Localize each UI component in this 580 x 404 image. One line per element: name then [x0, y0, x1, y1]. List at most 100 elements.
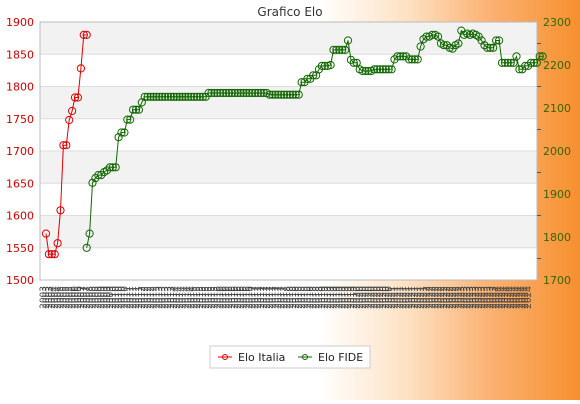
x-tick-label: 2015	[202, 286, 212, 309]
x-tick-label: 2022	[443, 286, 453, 309]
x-tick-label: 2022	[451, 286, 461, 309]
x-tick-label: 2007	[80, 286, 90, 309]
data-point	[105, 163, 115, 172]
data-point	[169, 92, 178, 101]
x-tick-label: 2011	[135, 286, 145, 309]
x-tick-label: 2022	[448, 286, 458, 309]
x-tick-label: 2023	[463, 286, 473, 309]
x-tick-label: 2015	[196, 286, 206, 309]
x-tick-label: 2021	[405, 286, 415, 309]
x-tick-label: 2024	[509, 286, 519, 309]
x-tick-label: 2014	[178, 286, 188, 309]
x-tick-label: 2023	[472, 286, 482, 309]
legend-box	[209, 345, 371, 369]
x-tick-label: 2014	[170, 286, 180, 309]
data-point	[259, 88, 268, 98]
data-point	[222, 88, 231, 98]
x-tick-label: 2012	[138, 286, 148, 309]
x-tick-label: 2018	[289, 286, 299, 309]
x-tick-label: 2024	[512, 286, 522, 309]
x-tick-label: 2020	[379, 286, 389, 309]
x-tick-label: 2023	[480, 286, 490, 309]
x-tick-label: 2024	[515, 286, 525, 309]
data-point	[303, 74, 312, 83]
data-point	[233, 88, 242, 98]
x-tick-label: 2022	[440, 286, 450, 309]
data-point	[317, 61, 326, 71]
data-point	[175, 92, 184, 101]
x-tick-label: 2024	[521, 286, 531, 309]
data-point	[442, 41, 451, 50]
x-tick-label: 2006	[68, 286, 78, 309]
data-point	[187, 92, 196, 101]
data-point	[47, 250, 56, 259]
left-tick-label: 1550	[6, 242, 34, 255]
x-axis: 2003200320032004200420042005200520052005…	[39, 286, 534, 309]
x-tick-label: 2010	[115, 286, 125, 309]
x-tick-label: 2023	[478, 286, 488, 309]
x-tick-label: 2018	[300, 286, 310, 309]
x-tick-label: 2020	[376, 286, 386, 309]
data-point	[134, 105, 143, 114]
data-point	[207, 88, 216, 98]
x-tick-label: 2008	[91, 286, 101, 309]
x-tick-label: 2009	[97, 286, 107, 309]
right-tick-label: 2100	[543, 102, 571, 115]
x-tick-label: 2015	[205, 286, 215, 309]
x-tick-label: 2012	[149, 286, 159, 309]
x-tick-label: 2020	[373, 286, 383, 309]
data-point	[85, 229, 94, 238]
x-tick-label: 2021	[396, 286, 406, 309]
data-point	[280, 90, 289, 99]
data-point	[309, 71, 318, 80]
data-point	[79, 30, 88, 40]
data-point	[181, 92, 190, 101]
data-point	[329, 45, 338, 55]
data-point	[526, 58, 536, 67]
x-tick-label: 2021	[390, 286, 400, 309]
data-point	[291, 90, 300, 99]
x-tick-label: 2022	[428, 286, 438, 309]
data-point	[204, 88, 213, 98]
x-tick-label: 2005	[56, 286, 66, 309]
data-point	[44, 250, 54, 259]
data-point	[256, 88, 265, 98]
left-tick-label: 1500	[6, 274, 34, 287]
x-tick-label: 2024	[498, 286, 508, 309]
x-tick-label: 2024	[492, 286, 502, 309]
x-tick-label: 2024	[495, 286, 505, 309]
x-tick-label: 2019	[332, 286, 342, 309]
data-point	[422, 32, 431, 41]
right-tick-label: 1800	[543, 231, 571, 244]
right-tick-label: 1900	[543, 188, 571, 201]
x-tick-label: 2021	[408, 286, 418, 309]
x-tick-label: 2016	[231, 286, 241, 309]
data-point	[384, 65, 393, 74]
x-tick-label: 2020	[367, 286, 377, 309]
x-tick-label: 2010	[117, 286, 127, 309]
data-point	[500, 58, 509, 67]
x-tick-label: 2020	[353, 286, 363, 309]
data-point	[294, 90, 303, 99]
data-point	[126, 115, 135, 124]
x-tick-label: 2005	[65, 286, 75, 309]
x-tick-label: 2021	[402, 286, 412, 309]
data-point	[253, 88, 263, 98]
x-tick-label: 2024	[501, 286, 511, 309]
data-point	[454, 39, 463, 48]
data-point	[111, 163, 120, 172]
data-point	[53, 239, 62, 248]
data-point	[410, 55, 419, 64]
legend: Elo Italia Elo FIDE	[209, 345, 371, 369]
x-tick-label: 2016	[225, 286, 235, 309]
data-point	[158, 92, 167, 101]
x-tick-label: 2024	[524, 286, 534, 309]
data-point	[219, 88, 228, 98]
data-point	[332, 45, 341, 55]
left-tick-label: 1900	[6, 16, 34, 29]
left-tick-label: 1650	[6, 177, 34, 190]
x-tick-label: 2022	[454, 286, 464, 309]
data-point	[70, 93, 80, 102]
data-point	[155, 92, 164, 101]
